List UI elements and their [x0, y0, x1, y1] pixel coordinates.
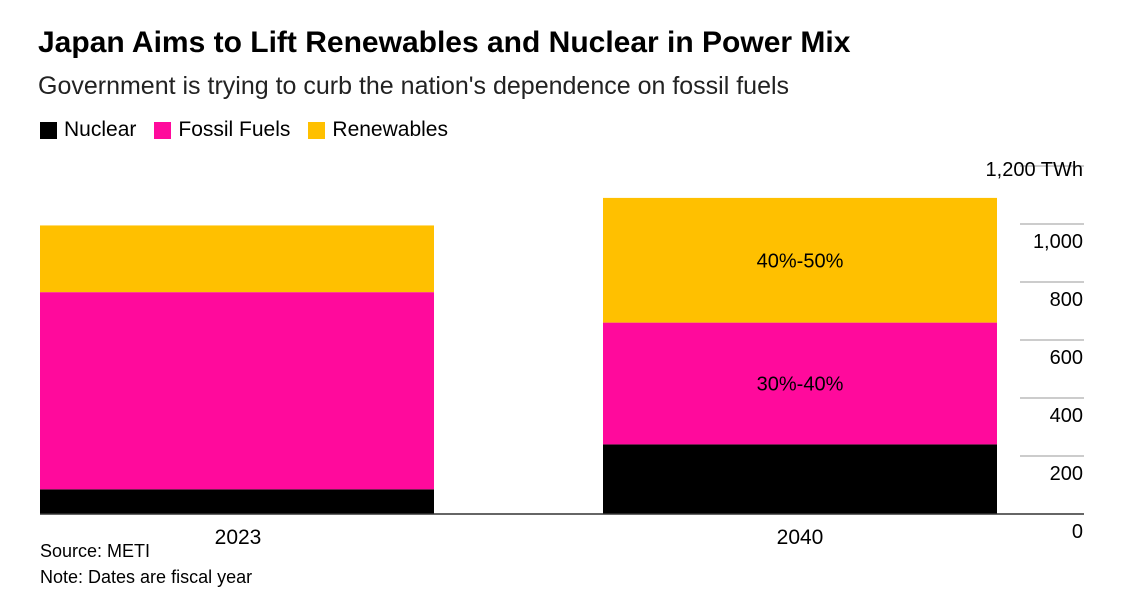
chart-subtitle: Government is trying to curb the nation'…: [38, 72, 790, 100]
bar-label-2040-fossil-fuels: 30%-40%: [757, 374, 844, 396]
bar-2023-renewables: [40, 225, 434, 293]
y-tick-label-800: 800: [1050, 289, 1083, 311]
legend: Nuclear Fossil Fuels Renewables: [40, 118, 466, 142]
legend-swatch-nuclear: [40, 121, 57, 139]
y-tick-label-0: 0: [1072, 521, 1083, 543]
legend-label-renewables: Renewables: [332, 118, 448, 141]
source-note: Source: METI: [40, 541, 151, 561]
y-tick-label-1200: 1,200 TWh: [986, 159, 1083, 181]
bar-2040-renewables: [603, 197, 997, 323]
footnote: Note: Dates are fiscal year: [40, 567, 253, 587]
y-tick-label-400: 400: [1050, 405, 1083, 427]
x-tick-label-2023: 2023: [215, 526, 262, 549]
legend-label-fossil-fuels: Fossil Fuels: [178, 118, 291, 141]
legend-swatch-fossil-fuels: [154, 121, 172, 139]
legend-item-renewables: Renewables: [308, 118, 448, 142]
y-tick-label-200: 200: [1050, 463, 1083, 485]
legend-item-nuclear: Nuclear: [40, 118, 136, 142]
chart-title: Japan Aims to Lift Renewables and Nuclea…: [38, 26, 851, 59]
bar-2023-fossil-fuels: [40, 292, 434, 490]
bar-2023-nuclear: [40, 489, 434, 514]
x-tick-label-2040: 2040: [777, 526, 824, 549]
y-tick-label-1000: 1,000: [1033, 231, 1083, 253]
y-tick-label-600: 600: [1050, 347, 1083, 369]
legend-item-fossil-fuels: Fossil Fuels: [154, 118, 290, 142]
legend-label-nuclear: Nuclear: [64, 118, 137, 141]
bar-2040-fossil-fuels: [603, 322, 997, 445]
bar-2040-nuclear: [603, 444, 997, 514]
bar-label-2040-renewables: 40%-50%: [757, 250, 844, 272]
legend-swatch-renewables: [308, 121, 326, 139]
